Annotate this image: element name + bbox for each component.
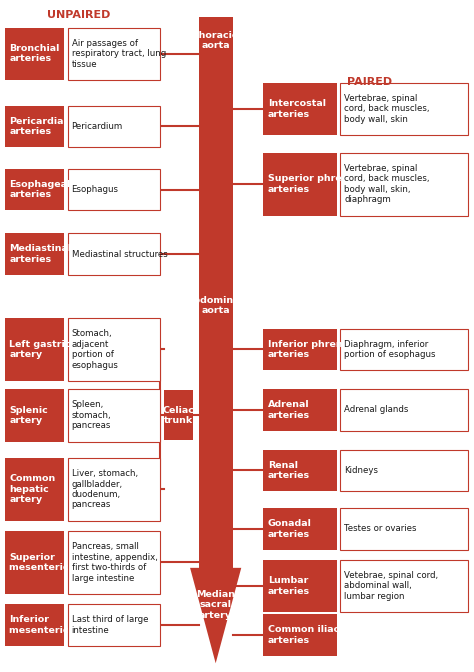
Text: Vertebrae, spinal
cord, back muscles,
body wall, skin,
diaphragm: Vertebrae, spinal cord, back muscles, bo… [344, 164, 429, 204]
Text: Thoracic
aorta: Thoracic aorta [193, 31, 238, 50]
Text: Mediastinal structures: Mediastinal structures [72, 249, 167, 259]
Bar [68, 531, 160, 594]
Bar [68, 106, 160, 147]
Text: Median
sacral
artery: Median sacral artery [196, 590, 235, 620]
Bar [263, 153, 337, 216]
Bar [340, 83, 468, 135]
Text: Inferior phrenic
arteries: Inferior phrenic arteries [268, 340, 351, 359]
Bar [68, 389, 160, 442]
Text: Left gastric
artery: Left gastric artery [9, 340, 71, 359]
Text: Adrenal glands: Adrenal glands [344, 405, 409, 415]
Text: Splenic
artery: Splenic artery [9, 406, 48, 425]
Text: Vertebrae, spinal
cord, back muscles,
body wall, skin: Vertebrae, spinal cord, back muscles, bo… [344, 94, 429, 124]
Bar [5, 531, 64, 594]
Text: Diaphragm, inferior
portion of esophagus: Diaphragm, inferior portion of esophagus [344, 340, 436, 359]
Bar [263, 614, 337, 656]
Bar [68, 458, 160, 521]
Text: Bronchial
arteries: Bronchial arteries [9, 44, 60, 63]
Bar [263, 450, 337, 491]
Bar [5, 28, 64, 80]
Bar [5, 169, 64, 210]
Bar [5, 604, 64, 646]
Text: UNPAIRED: UNPAIRED [46, 11, 110, 20]
Bar [340, 560, 468, 612]
Text: Gonadal
arteries: Gonadal arteries [268, 519, 312, 538]
Text: Esophagus: Esophagus [72, 185, 118, 194]
Bar [68, 318, 160, 381]
Text: Pancreas, small
intestine, appendix,
first two-thirds of
large intestine: Pancreas, small intestine, appendix, fir… [72, 542, 157, 583]
Text: Adrenal
arteries: Adrenal arteries [268, 401, 310, 419]
Bar [68, 233, 160, 275]
Text: Vetebrae, spinal cord,
abdominal wall,
lumbar region: Vetebrae, spinal cord, abdominal wall, l… [344, 571, 438, 601]
Text: Lumbar
arteries: Lumbar arteries [268, 577, 310, 595]
Bar [5, 458, 64, 521]
Bar [263, 389, 337, 431]
Bar [340, 329, 468, 370]
Text: Superior phrenic
arteries: Superior phrenic arteries [268, 175, 357, 194]
Text: Celiac
trunk: Celiac trunk [162, 406, 194, 425]
Text: PAIRED: PAIRED [347, 77, 392, 87]
Bar [199, 17, 233, 568]
Bar [5, 389, 64, 442]
Text: Intercostal
arteries: Intercostal arteries [268, 99, 326, 118]
Bar [68, 28, 160, 80]
Text: Abdominal
aorta: Abdominal aorta [187, 296, 244, 315]
Bar [5, 106, 64, 147]
Bar [68, 169, 160, 210]
Bar [164, 390, 193, 441]
Text: Mediastinal
arteries: Mediastinal arteries [9, 245, 72, 263]
Text: Stomach,
adjacent
portion of
esophagus: Stomach, adjacent portion of esophagus [72, 329, 118, 370]
Text: Kidneys: Kidneys [344, 466, 378, 475]
Text: Renal
arteries: Renal arteries [268, 461, 310, 480]
Bar [263, 560, 337, 612]
Text: Air passages of
respiratory tract, lung
tissue: Air passages of respiratory tract, lung … [72, 39, 166, 69]
Text: Inferior
mesenteric artery: Inferior mesenteric artery [9, 616, 105, 634]
Bar [340, 508, 468, 550]
Text: Testes or ovaries: Testes or ovaries [344, 524, 417, 534]
Text: Common iliac
arteries: Common iliac arteries [268, 626, 339, 644]
Bar [263, 329, 337, 370]
Bar [340, 153, 468, 216]
Text: Common
hepatic
artery: Common hepatic artery [9, 474, 56, 504]
Bar [5, 233, 64, 275]
Bar [68, 604, 160, 646]
Bar [5, 318, 64, 381]
Text: Spleen,
stomach,
pancreas: Spleen, stomach, pancreas [72, 401, 111, 430]
Text: Pericardium: Pericardium [72, 122, 123, 131]
Text: Liver, stomach,
gallbladder,
duodenum,
pancreas: Liver, stomach, gallbladder, duodenum, p… [72, 469, 138, 509]
Text: Pericardial
arteries: Pericardial arteries [9, 117, 67, 136]
Polygon shape [190, 568, 241, 663]
Text: Esophageal
arteries: Esophageal arteries [9, 180, 71, 199]
Text: Last third of large
intestine: Last third of large intestine [72, 616, 148, 634]
Bar [263, 83, 337, 135]
Text: Superior
mesenteric artery: Superior mesenteric artery [9, 553, 105, 572]
Bar [263, 508, 337, 550]
Bar [340, 450, 468, 491]
Bar [340, 389, 468, 431]
